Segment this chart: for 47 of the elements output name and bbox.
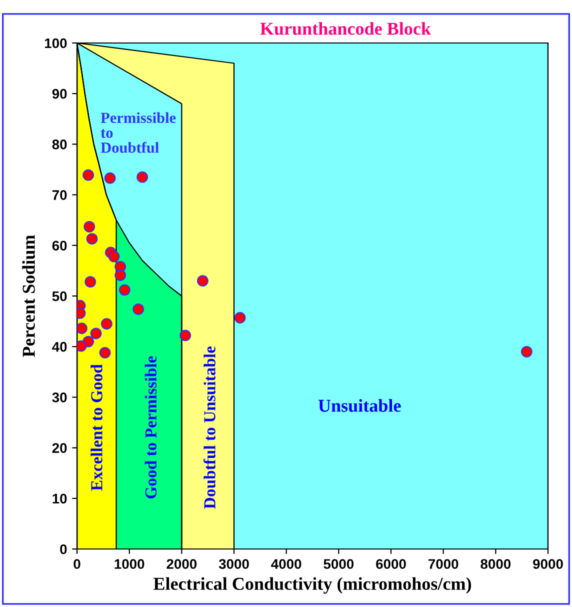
point <box>118 284 130 296</box>
point <box>90 328 102 340</box>
x-tick-label: 2000 <box>166 559 197 569</box>
point <box>136 171 148 183</box>
x-tick-label: 0 <box>74 559 80 569</box>
x-tick-label: 4000 <box>271 559 302 569</box>
x-tick-label: 6000 <box>376 559 406 569</box>
point <box>99 346 111 358</box>
y-tick-label: 90 <box>52 88 67 99</box>
annotation: Permissible to Doubtful <box>100 112 176 153</box>
x-tick-label: 1000 <box>114 559 144 569</box>
point <box>86 233 98 245</box>
annotation: Excellent to Good <box>90 364 102 491</box>
point <box>234 312 246 324</box>
point <box>82 169 94 181</box>
point <box>180 330 192 342</box>
point <box>84 276 96 288</box>
y-tick-label: 20 <box>52 443 67 453</box>
point <box>114 270 126 281</box>
x-axis-title: Electrical Conductivity (micromohos/cm) <box>154 577 472 594</box>
point <box>108 250 120 262</box>
y-tick-label: 10 <box>52 494 67 504</box>
x-tick-label: 8000 <box>480 559 511 569</box>
y-tick-label: 0 <box>60 544 67 554</box>
y-tick-label: 80 <box>52 140 67 150</box>
x-tick-label: 5000 <box>324 559 354 569</box>
y-tick-label: 30 <box>52 392 67 402</box>
point <box>520 346 532 358</box>
y-axis-title: Percent Sodium <box>22 235 35 357</box>
x-tick-label: 9000 <box>533 559 563 569</box>
y-tick-label: 100 <box>44 38 67 48</box>
point <box>84 220 96 232</box>
point <box>104 172 116 184</box>
y-tick-label: 60 <box>52 240 67 251</box>
chart-title: Kurunthancode Block <box>260 22 431 35</box>
y-tick-label: 40 <box>52 342 67 352</box>
point <box>132 303 144 315</box>
point <box>100 318 112 330</box>
x-tick-label: 7000 <box>428 559 458 569</box>
y-tick-label: 50 <box>52 291 67 302</box>
annotation: Doubtful to Unsuitable <box>204 346 216 509</box>
annotation: Good to Permissible <box>144 356 157 498</box>
point <box>77 322 88 334</box>
y-tick-label: 70 <box>52 190 67 200</box>
annotation: Unsuitable <box>318 399 401 412</box>
x-tick-label: 3000 <box>218 559 249 569</box>
point <box>197 275 208 287</box>
